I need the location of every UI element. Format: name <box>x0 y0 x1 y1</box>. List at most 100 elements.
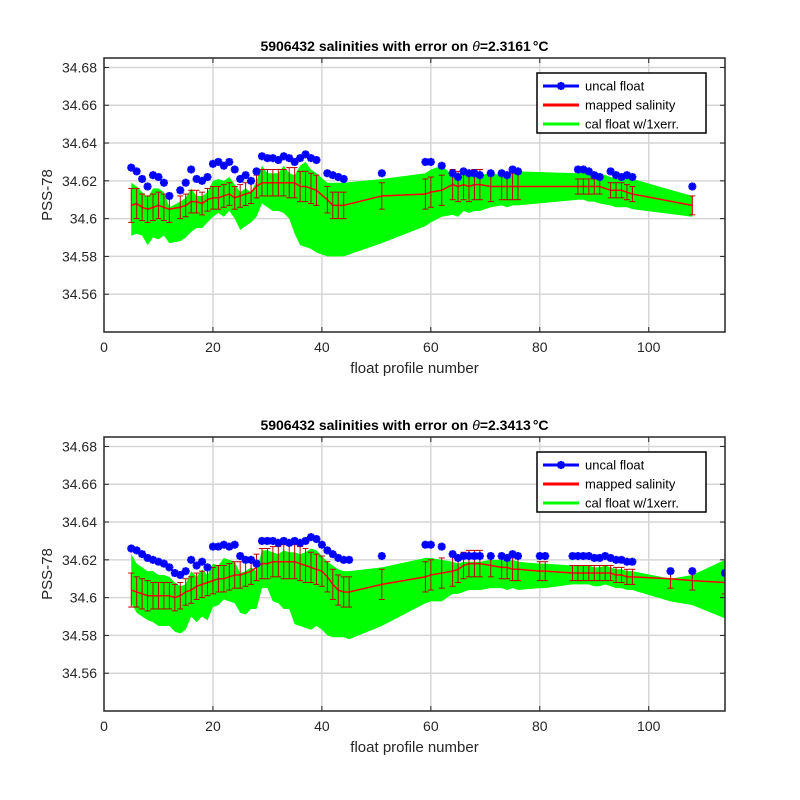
cal-float-band <box>131 548 725 640</box>
error-bar <box>623 184 630 201</box>
y-tick-label: 34.62 <box>62 552 97 568</box>
error-bar <box>574 178 581 195</box>
error-bar <box>607 564 614 582</box>
uncal-float-point <box>437 161 446 170</box>
uncal-float-point <box>312 535 321 544</box>
x-tick-label: 20 <box>205 718 221 734</box>
error-bar <box>128 572 135 608</box>
title-value: =2.3161 <box>480 38 531 54</box>
error-bar <box>231 561 238 589</box>
y-tick-label: 34.6 <box>70 590 97 606</box>
mapped-salinity-line <box>130 181 693 210</box>
uncal-float-point <box>426 157 435 166</box>
error-bar <box>629 185 636 203</box>
error-bar <box>302 170 309 203</box>
error-bar <box>335 191 342 220</box>
x-tick-label: 20 <box>205 339 221 355</box>
legend-label: cal float w/1xerr. <box>585 496 679 511</box>
error-bar <box>215 564 222 593</box>
y-tick-label: 34.68 <box>62 59 97 75</box>
error-bar <box>177 582 184 610</box>
error-bar <box>264 168 271 197</box>
uncal-float-point <box>230 540 239 549</box>
y-axis-label: PSS-78 <box>39 169 56 221</box>
chart-title: 5906432 salinities with error on θ=2.3413… <box>260 417 548 433</box>
error-bar <box>613 182 620 199</box>
error-bar <box>618 566 625 584</box>
uncal-float-point <box>345 555 354 564</box>
uncal-float-point <box>377 552 386 561</box>
error-bar <box>585 178 592 195</box>
error-bar <box>286 167 293 199</box>
error-bar <box>133 576 140 608</box>
cal-float-band <box>131 161 693 257</box>
error-bar <box>324 561 331 593</box>
error-bar <box>177 195 184 220</box>
legend: uncal float mapped salinity cal float w/1x… <box>536 72 707 134</box>
uncal-float-point <box>595 173 604 182</box>
error-bar <box>166 582 173 610</box>
title-theta: θ <box>472 38 480 54</box>
uncal-float-point <box>241 171 250 180</box>
uncal-float-point <box>486 552 495 561</box>
error-bar <box>427 176 434 208</box>
uncal-float-point <box>688 567 697 576</box>
legend-marker-icon <box>557 82 565 90</box>
error-bar <box>378 568 385 601</box>
uncal-float-point <box>628 557 637 566</box>
error-bar <box>297 170 304 203</box>
tick-labels: 0 20 40 60 80 100 34.56 34.58 34.6 34.62 34.64 34.6… <box>62 437 725 734</box>
uncal-float-point <box>475 171 484 180</box>
title-unit: °C <box>533 38 549 54</box>
uncal-float-point <box>628 173 637 182</box>
uncal-float-point <box>165 191 174 200</box>
error-bar <box>569 564 576 582</box>
uncal-float-point <box>198 557 207 566</box>
error-bar <box>313 174 320 206</box>
x-tick-label: 60 <box>423 339 439 355</box>
x-tick-label: 80 <box>532 339 548 355</box>
title-unit: °C <box>533 417 549 433</box>
legend-entry: mapped salinity <box>543 98 676 113</box>
x-tick-label: 0 <box>100 718 108 734</box>
uncal-float-point <box>285 154 294 163</box>
x-axis-label: float profile number <box>350 360 478 377</box>
uncal-float-point <box>514 552 522 561</box>
error-bar <box>318 555 325 587</box>
error-bar <box>329 191 336 220</box>
error-bar <box>613 566 620 584</box>
error-bar <box>150 193 157 222</box>
chart-panel-1: 0 20 40 60 80 100 34.56 34.58 34.6 34.62 34.64 34.6… <box>39 38 726 377</box>
error-bar <box>133 187 140 220</box>
error-bar <box>269 168 276 197</box>
legend-entry: cal float w/1xerr. <box>543 496 679 511</box>
legend-label: cal float w/1xerr. <box>585 117 679 132</box>
error-bar <box>199 570 206 599</box>
legend-label: uncal float <box>585 458 645 473</box>
uncal-float-point <box>312 156 321 165</box>
uncal-float-point <box>541 552 550 561</box>
uncal-float-point <box>514 167 522 176</box>
error-bar <box>607 182 614 199</box>
uncal-float-point <box>159 178 168 187</box>
x-tick-label: 40 <box>314 718 330 734</box>
error-bar <box>209 185 216 210</box>
axes-box <box>103 436 726 712</box>
title-main: 5906432 salinities with error on <box>260 38 468 54</box>
uncal-float-point <box>154 173 163 182</box>
error-bar <box>302 547 309 584</box>
error-bar <box>536 561 543 582</box>
error-bar <box>275 168 282 197</box>
error-bar <box>438 174 445 206</box>
error-bar <box>438 557 445 589</box>
error-bar <box>258 547 265 580</box>
y-tick-label: 34.56 <box>62 286 97 302</box>
legend-label: mapped salinity <box>585 98 676 113</box>
legend-entry: mapped salinity <box>543 477 676 492</box>
y-tick-label: 34.56 <box>62 665 97 681</box>
error-bar <box>144 195 151 223</box>
uncal-float-point <box>317 540 326 549</box>
error-bar <box>139 578 146 610</box>
x-tick-label: 100 <box>637 718 661 734</box>
